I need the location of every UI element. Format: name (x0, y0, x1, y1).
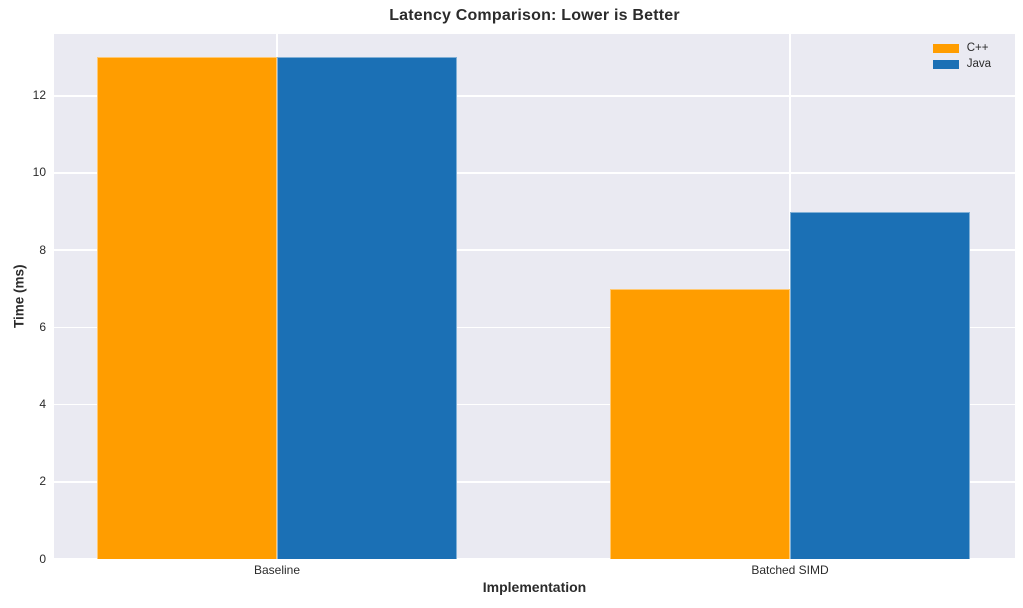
legend-item-java: Java (932, 58, 991, 71)
legend-label-java: Java (966, 58, 991, 70)
plot-area: C++ Java (54, 34, 1015, 559)
legend-swatch-java-icon (932, 60, 959, 69)
h-gridline-6 (54, 326, 1015, 329)
legend-item-cpp: C++ (932, 42, 991, 55)
y-tick-label: 0 (39, 551, 46, 566)
h-gridline-8 (54, 249, 1015, 251)
y-tick-label: 12 (32, 88, 46, 103)
legend: C++ Java (932, 42, 991, 71)
bar-baseline-cpp (97, 57, 277, 559)
y-tick-label: 6 (39, 319, 46, 334)
h-gridline-10 (54, 172, 1015, 174)
bar-batched-simd-cpp (610, 288, 790, 559)
chart-title: Latency Comparison: Lower is Better (389, 7, 680, 24)
x-tick-label-baseline: Baseline (253, 563, 301, 577)
legend-label-cpp: C++ (966, 42, 989, 54)
x-tick-label-batched-simd: Batched SIMD (751, 563, 829, 577)
x-axis-label: Implementation (482, 579, 587, 595)
h-gridline-4 (54, 403, 1015, 406)
bar-baseline-java (277, 57, 457, 559)
h-gridline-12 (54, 95, 1015, 97)
y-tick-label: 4 (39, 397, 46, 412)
y-tick-label: 2 (39, 474, 46, 489)
legend-swatch-cpp-icon (932, 44, 959, 53)
bar-batched-simd-java (790, 211, 970, 559)
h-gridline-2 (54, 481, 1015, 483)
y-tick-label: 10 (32, 165, 46, 180)
h-gridline-0 (54, 557, 1015, 559)
y-tick-label: 8 (39, 242, 46, 257)
